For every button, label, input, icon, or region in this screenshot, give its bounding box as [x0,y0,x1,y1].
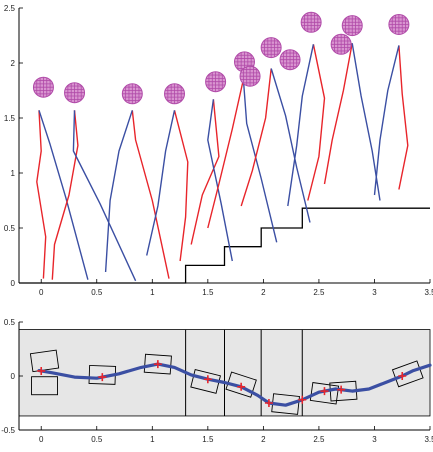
leg-line [307,44,326,201]
bottom-axes: 0 0.5 1 1.5 2 2.5 3 3.5 -0.5 0 0.5 [1,318,433,444]
leg-line [207,99,233,262]
top-ytick-label: 0.5 [4,224,16,233]
leg-line [131,110,170,279]
leg-line [398,45,409,190]
head-sphere [260,37,282,59]
trajectory-marker [320,387,329,396]
bottom-xtick-label: 0.5 [91,435,103,444]
terrain-line [19,207,430,284]
leg-line [373,45,400,196]
footprint-box [29,349,60,373]
bottom-xtick-label: 1 [150,435,155,444]
head-sphere [205,71,227,93]
bottom-xtick-label: 0 [39,435,44,444]
terrain-steps [19,207,430,284]
top-xtick-label: 0.5 [91,288,103,297]
footprint-box [143,353,172,375]
bottom-ytick-label: 0 [11,372,16,381]
footprint-box [225,371,257,398]
top-xtick-label: 3 [372,288,377,297]
head-sphere [330,33,352,55]
head-sphere [388,14,410,35]
leg-line [242,79,278,243]
top-xtick-label: 0 [39,288,44,297]
head-sphere [300,11,322,33]
trajectory-marker [153,360,162,369]
trajectory-marker [298,395,307,404]
leg-line [190,99,220,245]
top-ytick-label: 0 [11,279,16,288]
walkway-band [18,329,431,417]
leg-line [104,110,133,273]
walking-sequence-panel: 0 0.5 1 1.5 2 2.5 3 3.5 0 0.5 1 1.5 2 2.5 [4,4,433,297]
leg-line [173,110,189,262]
bottom-ytick-label: -0.5 [1,426,15,435]
head-sphere [121,83,143,105]
bottom-xtick-label: 2 [261,435,266,444]
trajectory-marker [37,366,46,375]
trajectory-marker [337,385,346,394]
leg-line [270,68,311,223]
leg-line [51,110,79,280]
leg-series [36,43,409,282]
head-sphere [239,65,261,87]
trajectory-marker [264,399,273,407]
trajectory [37,360,432,407]
footprint-box [309,382,340,405]
heads [32,11,410,105]
leg-line [287,44,315,207]
head-sphere [32,76,54,98]
trajectory-marker [203,375,212,384]
bottom-xtick-label: 3.5 [424,435,433,444]
head-sphere [341,15,363,37]
bottom-ytick-label: 0.5 [4,318,16,327]
trajectory-marker [237,382,246,391]
top-xtick-label: 1 [150,288,155,297]
bottom-xtick-label: 2.5 [313,435,325,444]
top-axes: 0 0.5 1 1.5 2 2.5 3 3.5 0 0.5 1 1.5 2 2.5 [4,4,433,297]
footprint-box [31,376,58,396]
top-xtick-label: 2.5 [313,288,325,297]
top-xtick-label: 3.5 [424,288,433,297]
head-sphere [64,82,86,104]
top-ytick-label: 2 [11,59,16,68]
leg-line [240,68,272,207]
leg-line [323,43,353,185]
leg-line [146,110,176,256]
leg-line [207,79,245,229]
top-ytick-label: 1 [11,169,16,178]
trajectory-marker [398,372,407,380]
leg-line [36,110,47,279]
top-ytick-label: 1.5 [4,114,16,123]
trajectory-marker [98,373,107,382]
head-sphere [279,49,301,71]
bottom-xtick-label: 1.5 [202,435,214,444]
footstep-plan-panel: 0 0.5 1 1.5 2 2.5 3 3.5 -0.5 0 0.5 [1,318,433,444]
top-ytick-label: 2.5 [4,4,16,13]
footprint-box [190,368,221,394]
bottom-xtick-label: 3 [372,435,377,444]
top-xtick-label: 2 [261,288,266,297]
leg-line [72,110,137,282]
trajectory-line [37,362,432,407]
top-xtick-label: 1.5 [202,288,214,297]
head-sphere [164,83,186,105]
leg-line [38,110,89,280]
